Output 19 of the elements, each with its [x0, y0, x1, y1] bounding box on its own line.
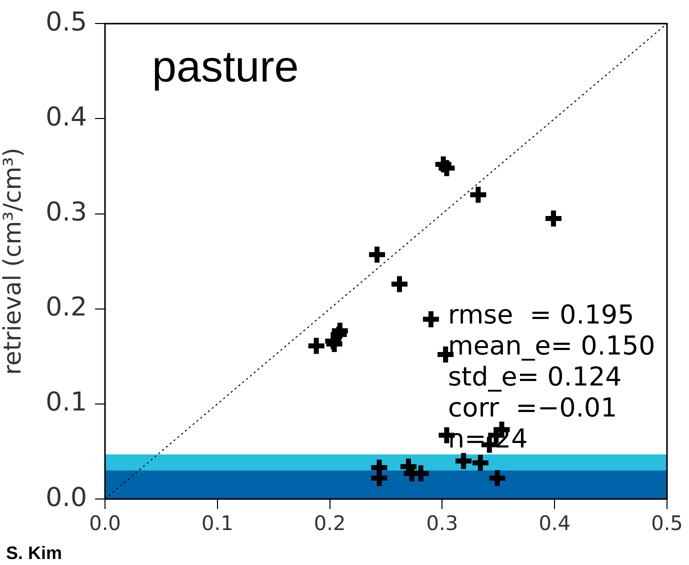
y-tick-label: 0.4: [46, 102, 87, 132]
x-tick-label: 0.5: [651, 511, 683, 536]
y-tick-label: 0.1: [46, 388, 87, 418]
annotation: rmse = 0.195: [448, 300, 634, 331]
annotation: pasture: [152, 42, 299, 92]
y-tick-label: 0.3: [46, 198, 87, 228]
x-tick-label: 0.3: [426, 511, 458, 536]
x-tick-label: 0.1: [201, 511, 234, 536]
x-tick-label: 0.4: [538, 511, 571, 536]
y-tick-label: 0.2: [46, 292, 87, 323]
y-tick-label: 0.5: [46, 7, 87, 38]
annotation: mean_e= 0.150: [448, 332, 656, 362]
y-axis-title: retrieval (cm³/cm³): [0, 148, 27, 375]
x-tick-label: 0.2: [314, 511, 346, 536]
text: S. Kim: [6, 543, 62, 563]
annotation: corr =−0.01: [448, 394, 618, 424]
x-tick-label: 0.0: [89, 511, 121, 536]
annotation: std_e= 0.124: [448, 362, 622, 393]
y-tick-label: 0.0: [46, 482, 87, 513]
